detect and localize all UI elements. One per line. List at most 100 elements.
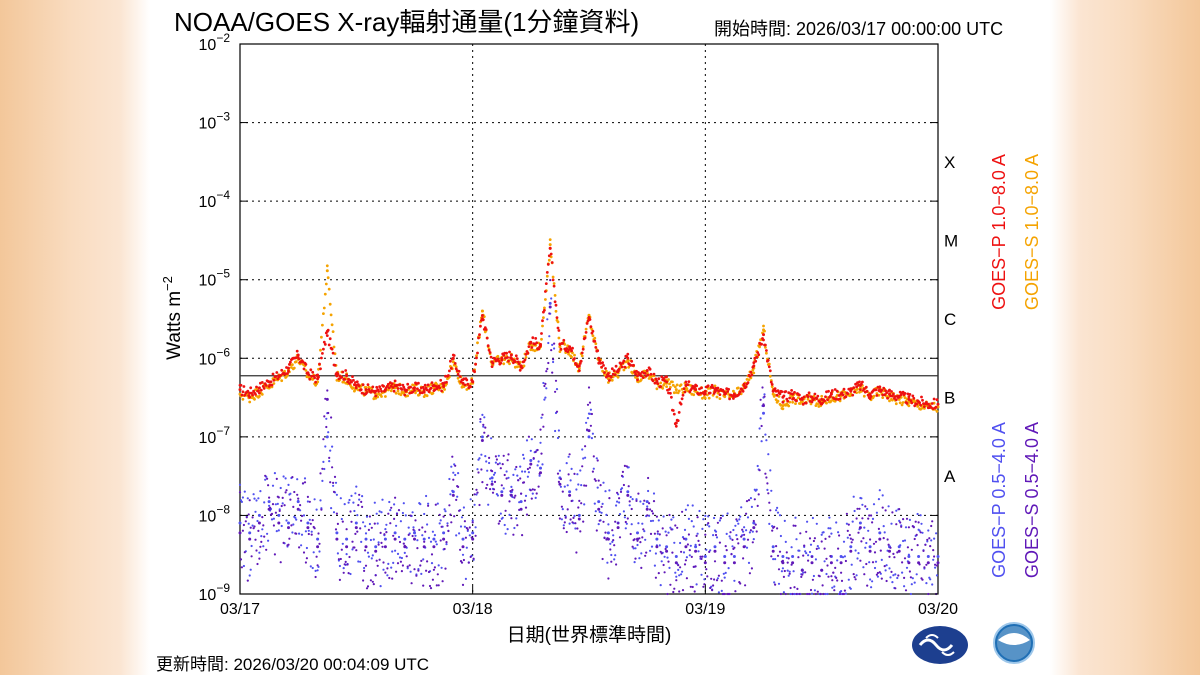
data-point: [876, 571, 880, 575]
data-point: [862, 387, 866, 390]
data-point: [794, 524, 797, 527]
data-point: [793, 586, 796, 589]
data-point: [684, 545, 688, 549]
data-point: [757, 493, 760, 496]
data-point: [538, 474, 541, 477]
data-point: [647, 489, 650, 493]
data-point: [445, 541, 448, 544]
data-point: [260, 540, 263, 544]
data-point: [531, 488, 534, 491]
data-point: [534, 496, 537, 499]
data-point: [874, 388, 878, 392]
data-point: [587, 429, 591, 433]
data-point: [330, 323, 334, 327]
data-point: [630, 507, 633, 511]
data-point: [696, 532, 699, 535]
data-point: [869, 395, 873, 398]
data-point: [260, 535, 263, 538]
data-point: [544, 290, 547, 293]
data-point: [539, 466, 542, 470]
data-point: [382, 561, 385, 564]
data-point: [851, 393, 855, 397]
data-point: [502, 454, 505, 457]
data-point: [747, 499, 751, 502]
data-point: [888, 392, 891, 396]
data-point: [602, 364, 605, 367]
data-point: [750, 373, 754, 377]
data-point: [804, 401, 808, 405]
data-point: [781, 400, 785, 404]
data-point: [507, 359, 510, 363]
data-point: [715, 536, 719, 539]
data-point: [630, 359, 634, 363]
data-point: [884, 569, 887, 572]
data-point: [644, 538, 647, 541]
data-point: [491, 480, 494, 483]
data-point: [665, 385, 668, 388]
data-point: [382, 384, 385, 388]
data-point: [642, 502, 645, 505]
data-point: [430, 553, 434, 556]
flare-class-a: A: [944, 467, 956, 486]
data-point: [569, 479, 572, 482]
data-point: [324, 282, 328, 286]
data-point: [383, 545, 387, 549]
data-point: [823, 560, 826, 563]
data-point: [384, 571, 387, 574]
data-point: [705, 568, 708, 571]
data-point: [776, 527, 779, 530]
data-point: [620, 474, 624, 477]
data-point: [284, 477, 287, 480]
data-point: [926, 540, 929, 543]
data-point: [573, 514, 576, 518]
data-point: [777, 568, 781, 571]
data-point: [416, 387, 419, 391]
data-point: [526, 475, 529, 478]
data-point: [272, 524, 275, 527]
data-point: [300, 544, 303, 547]
data-point: [340, 375, 344, 379]
data-point: [578, 362, 582, 365]
data-point: [587, 386, 591, 389]
data-point: [721, 514, 724, 518]
data-point: [578, 499, 581, 502]
data-point: [454, 473, 457, 477]
data-point: [436, 502, 439, 505]
y-tick-label: 10−4: [199, 188, 231, 211]
data-point: [479, 324, 482, 328]
data-point: [509, 493, 513, 497]
data-point: [764, 433, 767, 436]
data-point: [707, 396, 711, 400]
data-point: [589, 424, 592, 427]
data-point: [883, 393, 887, 397]
data-point: [616, 500, 619, 503]
data-point: [521, 534, 524, 537]
data-point: [557, 329, 561, 332]
data-point: [664, 547, 667, 551]
data-point: [600, 505, 603, 508]
data-point: [365, 587, 369, 590]
data-point: [437, 584, 440, 587]
data-point: [575, 488, 578, 491]
data-point: [687, 380, 691, 383]
data-point: [410, 582, 413, 585]
data-point: [349, 510, 352, 513]
data-point: [926, 555, 930, 558]
data-point: [328, 460, 331, 463]
data-point: [625, 465, 628, 468]
data-point: [296, 507, 300, 511]
data-point: [481, 413, 484, 416]
data-point: [321, 479, 324, 482]
data-point: [734, 524, 737, 527]
data-point: [559, 347, 563, 351]
data-point: [413, 537, 416, 541]
data-point: [932, 549, 935, 552]
data-point: [484, 426, 487, 429]
data-point: [700, 386, 703, 390]
data-point: [364, 388, 368, 392]
data-point: [463, 383, 467, 387]
data-point: [280, 379, 284, 383]
data-point: [352, 386, 355, 390]
data-point: [660, 375, 664, 379]
